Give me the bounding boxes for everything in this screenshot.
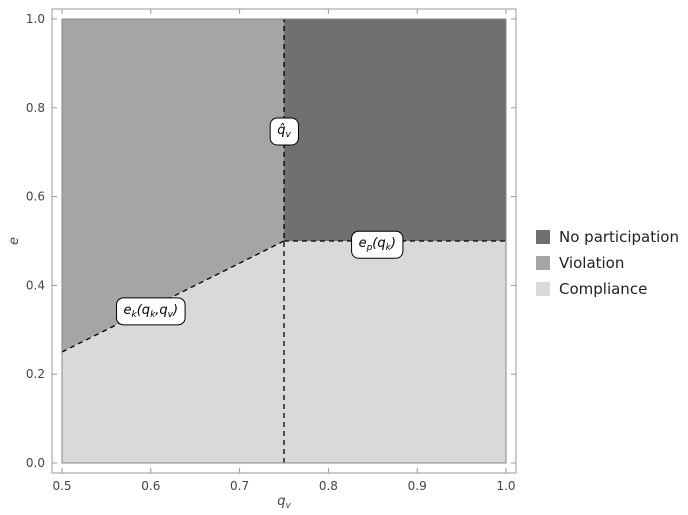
- x-tick-label: 0.8: [319, 479, 338, 493]
- callout-label: ep(qk): [359, 236, 396, 253]
- axis-ticks: 0.5 0.6 0.7 0.8 0.9 1.0 0.0 0.2 0.4 0.6 0.8 1.0: [26, 8, 517, 493]
- y-tick-label: 1.0: [26, 12, 45, 26]
- outer-frame: [51, 8, 517, 474]
- x-tick-label: 0.6: [141, 479, 160, 493]
- x-axis-label-sub: v: [285, 501, 291, 511]
- y-tick-label: 0.8: [26, 101, 45, 115]
- x-tick-label: 0.5: [52, 479, 71, 493]
- x-tick-label: 1.0: [496, 479, 515, 493]
- region-no-participation: [284, 19, 506, 241]
- legend-swatch: [536, 256, 550, 270]
- chart-callouts: q̂v ep(qk) ek(qk,qv): [116, 117, 404, 326]
- x-tick-label: 0.9: [408, 479, 427, 493]
- legend-label: No participation: [559, 228, 679, 246]
- y-tick-label: 0.0: [26, 456, 45, 470]
- callout-box: [351, 230, 404, 259]
- x-axis-label: qv: [277, 494, 291, 511]
- x-axis-label-main: q: [277, 494, 285, 509]
- legend-label: Violation: [559, 254, 625, 272]
- legend-item-no-participation: No participation: [536, 224, 679, 250]
- legend-item-compliance: Compliance: [536, 276, 679, 302]
- x-tick-label: 0.7: [230, 479, 249, 493]
- chart-regions: [62, 19, 506, 463]
- y-axis-label: e: [7, 237, 22, 245]
- legend-item-violation: Violation: [536, 250, 679, 276]
- callout-box: [116, 297, 186, 326]
- callout-label: ek(qk,qv): [124, 303, 179, 320]
- legend-label: Compliance: [559, 280, 648, 298]
- callout-box: [269, 117, 299, 146]
- chart-legend: No participation Violation Compliance: [536, 224, 679, 302]
- y-tick-label: 0.2: [26, 367, 45, 381]
- legend-swatch: [536, 230, 550, 244]
- callout-qhat: q̂v: [269, 117, 299, 146]
- y-tick-label: 0.4: [26, 278, 45, 292]
- y-tick-label: 0.6: [26, 190, 45, 204]
- callout-ep: ep(qk): [351, 230, 404, 259]
- legend-swatch: [536, 282, 550, 296]
- callout-label: q̂v: [277, 123, 291, 140]
- callout-ek: ek(qk,qv): [116, 297, 186, 326]
- region-chart: 0.5 0.6 0.7 0.8 0.9 1.0 0.0 0.2 0.4 0.6 0.8 1.0 q̂v…: [7, 8, 517, 511]
- plot-frame: [61, 18, 507, 464]
